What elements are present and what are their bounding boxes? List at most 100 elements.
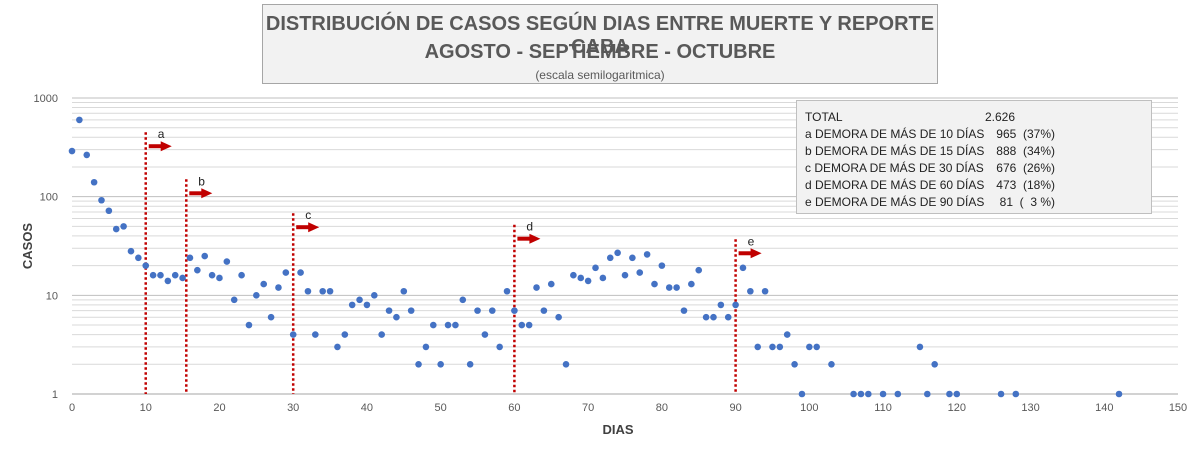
data-point xyxy=(783,331,791,338)
y-axis-title: CASOS xyxy=(20,223,35,270)
data-point xyxy=(496,343,503,351)
legend-value: 81 ( 3 %) xyxy=(999,195,1055,209)
data-point xyxy=(179,274,186,282)
data-point xyxy=(142,262,150,269)
data-point xyxy=(429,321,437,329)
y-tick-label: 10 xyxy=(46,290,58,302)
data-point xyxy=(614,249,621,257)
x-tick-label: 140 xyxy=(1095,402,1113,414)
data-point xyxy=(665,284,673,291)
legend-label: a DEMORA DE MÁS DE 10 DÍAS xyxy=(805,127,985,141)
data-point xyxy=(230,296,238,304)
data-point xyxy=(680,307,688,314)
data-point xyxy=(393,313,400,321)
legend-label: c DEMORA DE MÁS DE 30 DÍAS xyxy=(805,161,984,175)
chart-title: DISTRIBUCIÓN DE CASOS SEGÚN DIAS ENTRE M… xyxy=(265,13,935,58)
legend-label: b DEMORA DE MÁS DE 15 DÍAS xyxy=(805,144,985,158)
data-point xyxy=(562,360,570,368)
data-point xyxy=(599,274,607,282)
data-point xyxy=(488,307,496,314)
data-point xyxy=(791,360,798,368)
y-tick-label: 100 xyxy=(40,192,58,204)
x-tick-label: 110 xyxy=(874,402,892,414)
data-point xyxy=(732,301,739,309)
marker-label: c xyxy=(305,208,311,222)
data-point xyxy=(120,223,127,230)
data-points xyxy=(68,116,1123,398)
data-point xyxy=(924,390,931,398)
data-point xyxy=(754,343,762,351)
data-point xyxy=(636,269,644,276)
data-point xyxy=(76,116,83,124)
data-point xyxy=(378,331,385,338)
data-point xyxy=(459,296,467,304)
x-tick-label: 70 xyxy=(582,402,594,414)
data-point xyxy=(850,390,857,398)
marker-arrow-head xyxy=(160,141,172,152)
data-point xyxy=(312,331,319,338)
data-point xyxy=(326,287,334,295)
data-point xyxy=(334,343,341,351)
data-point xyxy=(931,360,938,368)
x-tick-label: 40 xyxy=(361,402,373,414)
data-point xyxy=(83,151,91,159)
data-point xyxy=(688,280,695,288)
data-point xyxy=(540,307,548,314)
data-point xyxy=(481,331,489,338)
data-point xyxy=(702,313,710,321)
data-point xyxy=(857,390,865,398)
chart-title-box: DISTRIBUCIÓN DE CASOS SEGÚN DIAS ENTRE M… xyxy=(262,4,938,84)
data-point xyxy=(776,343,784,351)
x-tick-label: 80 xyxy=(656,402,668,414)
marker-label: d xyxy=(526,220,533,234)
data-point xyxy=(533,284,540,291)
marker-arrow-head xyxy=(308,222,320,233)
x-tick-label: 20 xyxy=(213,402,225,414)
legend-value: 888 (34%) xyxy=(996,144,1055,158)
data-point xyxy=(415,360,422,368)
marker-label: a xyxy=(158,127,165,141)
data-point xyxy=(68,147,76,155)
data-point xyxy=(798,390,806,398)
legend-summary-box: TOTAL 2.626 a DEMORA DE MÁS DE 10 DÍAS 9… xyxy=(796,100,1152,214)
data-point xyxy=(629,254,636,262)
data-point xyxy=(606,254,614,262)
data-point xyxy=(135,254,142,262)
data-point xyxy=(194,266,201,274)
data-point xyxy=(761,287,769,295)
data-point xyxy=(651,280,658,288)
x-tick-label: 100 xyxy=(800,402,818,414)
legend-value: 2.626 xyxy=(985,110,1016,124)
data-point xyxy=(717,301,725,309)
marker-arrow-head xyxy=(201,188,213,199)
x-tick-label: 30 xyxy=(287,402,299,414)
data-point xyxy=(894,390,902,398)
data-point xyxy=(1115,390,1123,398)
data-point xyxy=(267,313,275,321)
data-point xyxy=(253,292,260,299)
data-point xyxy=(997,390,1005,398)
chart-scale-note: (escala semilogaritmica) xyxy=(535,68,665,82)
data-point xyxy=(828,360,835,368)
data-point xyxy=(695,266,703,274)
data-point xyxy=(289,331,297,338)
x-tick-label: 60 xyxy=(508,402,520,414)
data-point xyxy=(806,343,813,351)
data-point xyxy=(444,321,452,329)
legend-value: 676 (26%) xyxy=(996,161,1055,175)
data-point xyxy=(164,277,172,285)
data-point xyxy=(216,274,223,282)
data-point xyxy=(356,296,363,304)
data-point xyxy=(710,313,717,321)
data-point xyxy=(400,287,408,295)
data-point xyxy=(452,321,459,329)
y-tick-label: 1 xyxy=(52,389,58,401)
data-point xyxy=(363,301,371,309)
data-point xyxy=(98,196,105,204)
data-point xyxy=(186,254,194,262)
marker-label: b xyxy=(198,174,205,188)
data-point xyxy=(673,284,680,291)
data-point xyxy=(511,307,518,314)
data-point xyxy=(769,343,776,351)
data-point xyxy=(946,390,953,398)
